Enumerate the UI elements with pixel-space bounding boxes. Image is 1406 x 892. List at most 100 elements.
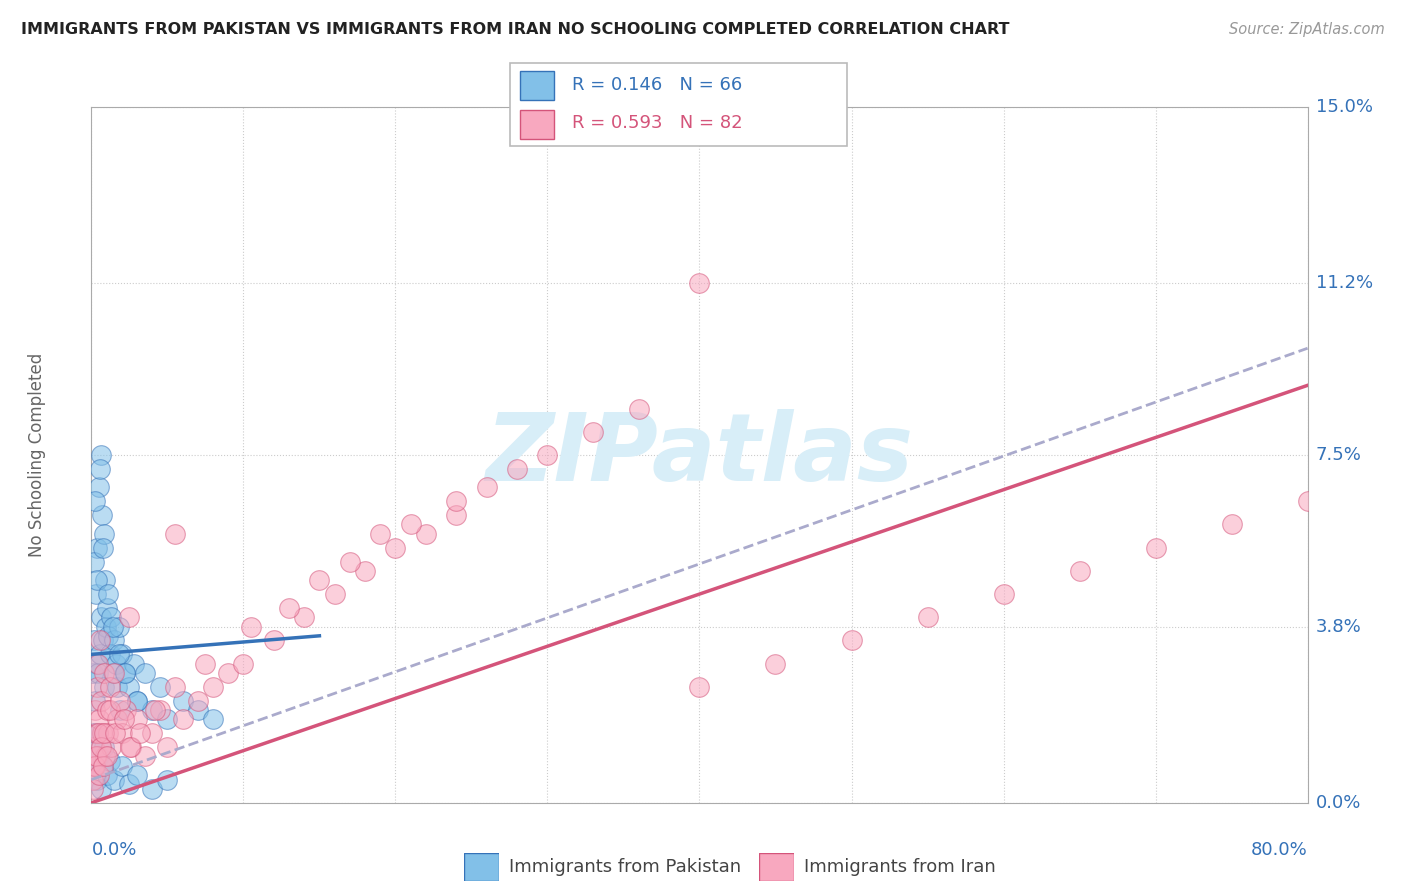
- Point: [84, 726, 107, 740]
- Point: [83, 758, 105, 772]
- Point: [101, 619, 124, 633]
- Point: [141, 726, 163, 740]
- Point: [115, 703, 138, 717]
- Point: [84, 703, 107, 717]
- Point: [444, 494, 467, 508]
- Point: [187, 694, 209, 708]
- Point: [93, 726, 115, 740]
- Point: [1144, 541, 1167, 555]
- Point: [688, 680, 710, 694]
- Point: [187, 703, 209, 717]
- Point: [122, 657, 145, 671]
- Point: [202, 680, 225, 694]
- Point: [263, 633, 285, 648]
- Point: [101, 665, 124, 680]
- Point: [202, 712, 225, 726]
- Point: [368, 526, 391, 541]
- Point: [98, 754, 121, 768]
- Text: Immigrants from Pakistan: Immigrants from Pakistan: [509, 858, 741, 876]
- Point: [98, 680, 121, 694]
- Point: [90, 740, 112, 755]
- Point: [415, 526, 437, 541]
- Point: [82, 740, 104, 755]
- Point: [83, 726, 105, 740]
- Text: Immigrants from Iran: Immigrants from Iran: [804, 858, 995, 876]
- Point: [87, 726, 110, 740]
- Point: [114, 665, 136, 680]
- Point: [475, 480, 498, 494]
- Bar: [520, 71, 554, 100]
- Point: [134, 749, 156, 764]
- Point: [86, 749, 108, 764]
- Point: [84, 726, 107, 740]
- Point: [107, 648, 129, 662]
- Point: [91, 758, 114, 772]
- Point: [114, 665, 136, 680]
- Point: [87, 665, 110, 680]
- Point: [84, 749, 107, 764]
- Point: [91, 633, 114, 648]
- Point: [163, 526, 186, 541]
- Point: [172, 694, 194, 708]
- Point: [917, 610, 939, 624]
- Point: [125, 694, 148, 708]
- Point: [993, 587, 1015, 601]
- Point: [91, 758, 114, 772]
- Bar: [520, 110, 554, 139]
- Point: [765, 657, 787, 671]
- Point: [1296, 494, 1319, 508]
- Point: [103, 633, 125, 648]
- Point: [156, 772, 179, 787]
- Point: [399, 517, 422, 532]
- Point: [339, 555, 361, 569]
- Point: [83, 758, 105, 772]
- Point: [100, 740, 122, 755]
- Text: 7.5%: 7.5%: [1316, 446, 1362, 464]
- Point: [86, 772, 108, 787]
- Point: [323, 587, 346, 601]
- Text: 80.0%: 80.0%: [1251, 841, 1308, 859]
- Point: [98, 648, 121, 662]
- Point: [536, 448, 558, 462]
- Point: [96, 703, 118, 717]
- Point: [96, 601, 118, 615]
- Point: [384, 541, 406, 555]
- Point: [172, 712, 194, 726]
- Point: [118, 777, 141, 791]
- Point: [118, 610, 141, 624]
- Point: [83, 740, 105, 755]
- Text: No Schooling Completed: No Schooling Completed: [28, 353, 45, 557]
- Point: [141, 703, 163, 717]
- Text: 0.0%: 0.0%: [91, 841, 136, 859]
- Point: [84, 587, 107, 601]
- Point: [506, 462, 529, 476]
- Point: [86, 541, 108, 555]
- Point: [97, 726, 120, 740]
- Point: [93, 665, 115, 680]
- Point: [100, 703, 122, 717]
- Point: [89, 768, 111, 782]
- Point: [444, 508, 467, 523]
- Point: [149, 680, 172, 694]
- Point: [120, 740, 142, 755]
- Text: 11.2%: 11.2%: [1316, 275, 1374, 293]
- Point: [93, 680, 115, 694]
- Point: [278, 601, 301, 615]
- Text: 3.8%: 3.8%: [1316, 617, 1361, 635]
- Text: R = 0.146   N = 66: R = 0.146 N = 66: [572, 77, 742, 95]
- Point: [108, 694, 131, 708]
- Text: IMMIGRANTS FROM PAKISTAN VS IMMIGRANTS FROM IRAN NO SCHOOLING COMPLETED CORRELAT: IMMIGRANTS FROM PAKISTAN VS IMMIGRANTS F…: [21, 22, 1010, 37]
- Point: [83, 633, 105, 648]
- Point: [308, 573, 330, 587]
- Point: [688, 277, 710, 291]
- Point: [89, 694, 111, 708]
- Point: [94, 619, 117, 633]
- Point: [292, 610, 315, 624]
- Point: [96, 768, 118, 782]
- Point: [232, 657, 254, 671]
- Text: R = 0.593   N = 82: R = 0.593 N = 82: [572, 114, 742, 132]
- Point: [84, 494, 107, 508]
- Point: [217, 665, 239, 680]
- Point: [103, 665, 125, 680]
- Point: [96, 749, 118, 764]
